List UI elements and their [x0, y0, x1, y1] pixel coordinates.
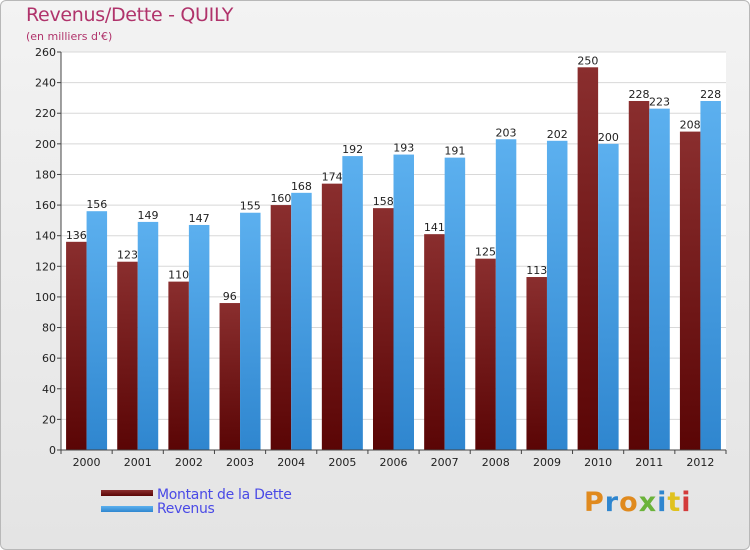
y-tick-label: 0	[49, 444, 56, 457]
data-label-revenus: 147	[189, 212, 210, 225]
bar-revenus	[649, 108, 670, 450]
data-label-revenus: 203	[496, 126, 517, 139]
bar-revenus	[137, 221, 159, 450]
data-label-dette: 113	[526, 264, 547, 277]
bar-revenus	[240, 212, 261, 450]
bar-dette	[628, 100, 650, 450]
bar-revenus	[495, 139, 517, 450]
logo-letter: t	[667, 487, 682, 518]
data-label-dette: 158	[373, 195, 394, 208]
logo-letter: i	[657, 487, 668, 518]
bar-revenus	[86, 211, 108, 450]
chart-subtitle: (en milliers d'€)	[26, 30, 113, 43]
data-label-revenus: 202	[547, 128, 568, 141]
y-tick-label: 100	[35, 291, 56, 304]
data-label-revenus: 155	[240, 200, 261, 213]
logo-letter: i	[681, 487, 692, 518]
data-label-revenus: 156	[86, 198, 107, 211]
logo-letter: P	[584, 487, 605, 518]
data-label-revenus: 223	[649, 96, 670, 109]
bar-revenus	[546, 140, 568, 451]
y-tick-label: 140	[35, 230, 56, 243]
data-label-dette: 228	[629, 88, 650, 101]
data-label-dette: 123	[117, 249, 138, 262]
bar-dette	[219, 303, 241, 450]
y-tick-label: 260	[35, 46, 56, 59]
y-tick-label: 200	[35, 138, 56, 151]
y-tick-label: 160	[35, 199, 56, 212]
logo-letter: r	[604, 487, 620, 518]
x-tick-label: 2012	[686, 456, 714, 469]
x-tick-label: 2000	[73, 456, 101, 469]
chart-title: Revenus/Dette - QUILY	[26, 4, 234, 26]
y-tick-label: 220	[35, 107, 56, 120]
y-tick-label: 80	[42, 322, 56, 335]
y-tick-label: 40	[42, 383, 56, 396]
legend-label-dette: Montant de la Dette	[157, 487, 292, 503]
data-label-dette: 96	[223, 290, 237, 303]
bar-dette	[270, 205, 292, 450]
data-label-dette: 125	[475, 246, 496, 259]
data-label-revenus: 200	[598, 131, 619, 144]
proxiti-logo: Proxiti	[584, 487, 692, 518]
bar-dette	[577, 67, 599, 451]
bar-dette	[475, 258, 496, 450]
x-tick-label: 2002	[175, 456, 203, 469]
data-label-dette: 136	[66, 229, 87, 242]
y-tick-label: 120	[35, 260, 56, 273]
bar-dette	[168, 281, 189, 450]
data-label-dette: 110	[168, 269, 189, 282]
y-tick-label: 20	[42, 413, 56, 426]
x-tick-label: 2005	[328, 456, 356, 469]
y-tick-label: 60	[42, 352, 56, 365]
data-label-revenus: 168	[291, 180, 312, 193]
y-tick-label: 240	[35, 77, 56, 90]
bar-revenus	[188, 224, 210, 450]
bar-dette	[321, 183, 343, 450]
data-label-dette: 208	[680, 119, 701, 132]
logo-letter: o	[619, 487, 639, 518]
x-tick-label: 2009	[533, 456, 561, 469]
bar-dette	[424, 234, 445, 450]
x-tick-label: 2003	[226, 456, 254, 469]
data-label-revenus: 192	[342, 143, 363, 156]
legend-swatch-dette	[101, 490, 153, 496]
x-tick-label: 2008	[482, 456, 510, 469]
data-label-revenus: 149	[137, 209, 158, 222]
x-tick-label: 2001	[124, 456, 152, 469]
bar-dette	[66, 241, 87, 450]
logo-letter: x	[638, 487, 658, 518]
bar-revenus	[444, 157, 466, 450]
bar-revenus	[700, 100, 721, 450]
data-label-revenus: 228	[700, 88, 721, 101]
y-tick-label: 180	[35, 168, 56, 181]
data-label-dette: 160	[270, 192, 291, 205]
x-tick-label: 2004	[277, 456, 305, 469]
x-tick-label: 2010	[584, 456, 612, 469]
bar-revenus	[598, 143, 619, 450]
bar-revenus	[342, 156, 363, 451]
bar-revenus	[393, 154, 414, 451]
data-label-dette: 174	[322, 171, 343, 184]
x-tick-label: 2007	[431, 456, 459, 469]
legend-label-revenus: Revenus	[157, 501, 215, 517]
bar-dette	[117, 261, 138, 450]
x-tick-label: 2011	[635, 456, 663, 469]
data-label-dette: 141	[424, 221, 445, 234]
bar-revenus	[291, 192, 312, 451]
legend-swatch-revenus	[101, 506, 153, 512]
data-label-revenus: 193	[393, 142, 414, 155]
bar-dette	[373, 208, 394, 450]
data-label-revenus: 191	[444, 145, 465, 158]
x-tick-label: 2006	[380, 456, 408, 469]
bar-dette	[526, 277, 547, 450]
data-label-dette: 250	[577, 54, 598, 67]
bar-dette	[679, 131, 701, 450]
